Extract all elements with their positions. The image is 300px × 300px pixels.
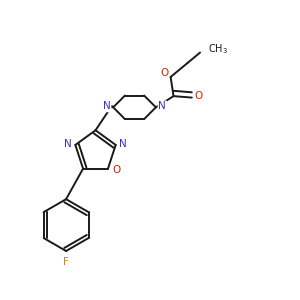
Text: N: N <box>119 139 127 149</box>
Text: O: O <box>194 91 202 101</box>
Text: N: N <box>64 139 72 149</box>
Text: O: O <box>160 68 168 78</box>
Text: N: N <box>103 101 111 111</box>
Text: CH$_3$: CH$_3$ <box>208 43 228 56</box>
Text: O: O <box>112 164 120 175</box>
Text: F: F <box>63 257 69 267</box>
Text: N: N <box>158 101 166 111</box>
